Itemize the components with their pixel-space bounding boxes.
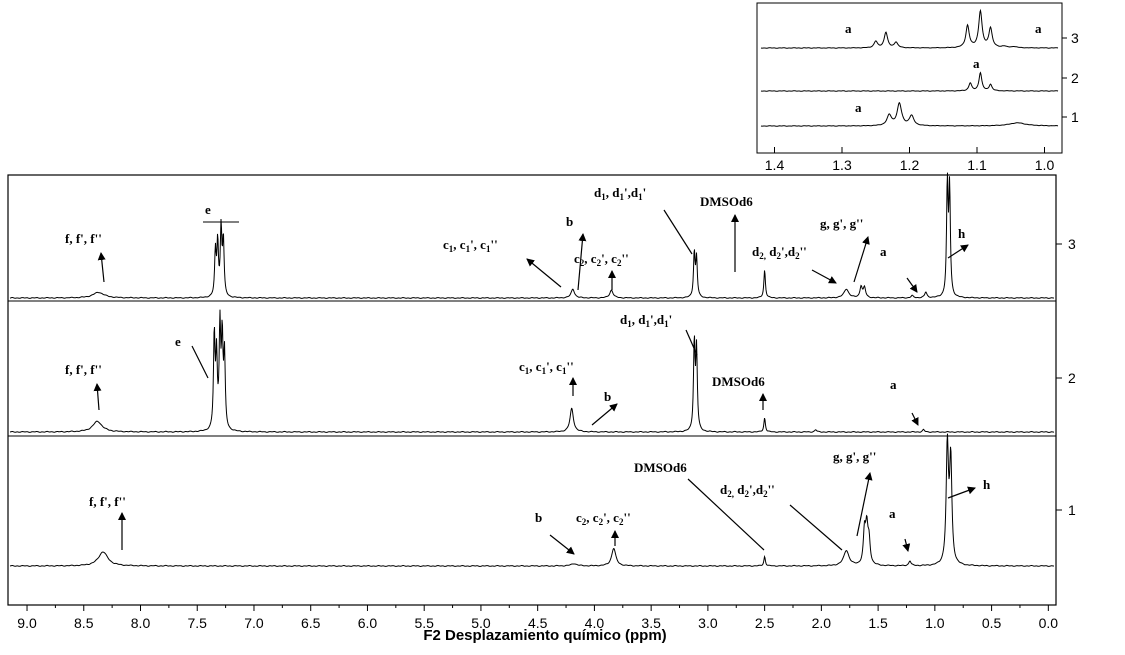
label-dmso-3: DMSOd6	[700, 194, 753, 209]
inset-number-label: 1	[1071, 109, 1079, 125]
x-tick-label: 4.5	[528, 615, 548, 631]
inset-annotations: a a a a	[845, 21, 1042, 115]
x-tick-label: 5.0	[471, 615, 491, 631]
label-c2-1: c2, c2', c2''	[576, 510, 631, 527]
spectrum-number-label: 2	[1068, 370, 1076, 386]
label-d2-1: d2, d2',d2''	[720, 482, 775, 499]
spectrum-number-label: 1	[1068, 502, 1076, 518]
x-tick-label: 5.5	[414, 615, 434, 631]
inset-x-tick-label: 1.2	[900, 157, 920, 173]
spectrum-trace-1	[9, 433, 1054, 568]
inset-trace-3	[760, 8, 1059, 49]
x-tick-label: 1.0	[925, 615, 945, 631]
inset-trace-1	[760, 101, 1059, 127]
x-tick-label: 3.0	[698, 615, 718, 631]
label-f-1: f, f', f''	[89, 494, 126, 509]
inset-x-tick-label: 1.0	[1035, 157, 1055, 173]
spectrum-number-labels: 1 2 3	[1056, 236, 1076, 518]
arrow-e-2	[191, 345, 209, 379]
arrow-a-2	[911, 412, 919, 426]
label-d2-3: d2, d2',d2''	[752, 244, 807, 261]
arrow-g-1	[856, 472, 873, 537]
label-dmso-2: DMSOd6	[712, 374, 765, 389]
x-tick-label: 6.0	[358, 615, 378, 631]
inset-number-label: 3	[1071, 30, 1079, 46]
label-h-1: h	[983, 477, 991, 492]
inset-traces	[760, 8, 1059, 127]
label-dmso-1: DMSOd6	[634, 460, 687, 475]
label-f-3: f, f', f''	[65, 231, 102, 246]
inset-number-label: 2	[1071, 70, 1079, 86]
arrow-d2-3	[811, 269, 837, 284]
label-c1-3: c1, c1', c1''	[443, 237, 498, 254]
label-f-2: f, f', f''	[65, 362, 102, 377]
x-tick-label: 4.0	[585, 615, 605, 631]
x-axis-ticks: 9.0 8.5 8.0 7.5 7.0 6.5 6.0 5.5 5.0 4.5 4.0 3.5 3.0 2…	[17, 605, 1058, 631]
arrow-f-3	[97, 252, 106, 283]
arrow-d1-3	[663, 209, 693, 255]
label-e-2: e	[175, 334, 181, 349]
inset-label-a-1: a	[855, 100, 862, 115]
inset-x-tick-label: 1.3	[832, 157, 852, 173]
label-b-2: b	[604, 389, 611, 404]
x-tick-label: 2.5	[755, 615, 775, 631]
x-axis-title: F2 Desplazamiento químico (ppm)	[423, 627, 666, 644]
arrow-b-2	[591, 403, 618, 426]
arrow-d2-1	[789, 504, 843, 551]
label-d1-2: d1, d1',d1'	[620, 312, 672, 329]
x-tick-label: 3.5	[641, 615, 661, 631]
label-c2-3: c2, c2', c2''	[574, 251, 629, 268]
arrow-a-3	[906, 277, 918, 293]
arrow-c1-3	[526, 258, 562, 288]
inset-label-a-3-left: a	[845, 21, 852, 36]
label-a-2: a	[890, 377, 897, 392]
arrow-b-3	[577, 233, 587, 291]
arrow-dmso-1	[687, 478, 765, 551]
label-a-3: a	[880, 244, 887, 259]
x-tick-label: 1.5	[868, 615, 888, 631]
label-c1-2: c1, c1', c1''	[519, 359, 574, 376]
label-b-3: b	[566, 214, 573, 229]
inset-x-tick-label: 1.1	[967, 157, 987, 173]
arrow-a-1	[902, 538, 911, 552]
arrow-h-3	[947, 244, 969, 259]
x-tick-label: 2.0	[812, 615, 832, 631]
annotations-spectrum-2: f, f', f'' e d1, d1',d1' c1, c1', c1'' b…	[65, 312, 919, 426]
arrow-b-1	[549, 534, 575, 555]
x-tick-label: 8.5	[74, 615, 94, 631]
inset-label-a-3-right: a	[1035, 21, 1042, 36]
x-tick-label: 8.0	[131, 615, 151, 631]
x-tick-label: 7.0	[244, 615, 264, 631]
label-d1-3: d1, d1',d1'	[594, 185, 646, 202]
x-tick-label: 7.5	[188, 615, 208, 631]
label-a-1: a	[889, 506, 896, 521]
inset-trace-2	[760, 71, 1059, 92]
main-plot-frame	[7, 174, 1057, 606]
spectrum-number-label: 3	[1068, 236, 1076, 252]
x-tick-label: 9.0	[17, 615, 37, 631]
label-b-1: b	[535, 510, 542, 525]
label-h-3: h	[958, 226, 966, 241]
spectrum-trace-3	[9, 172, 1054, 299]
spectrum-trace-2	[9, 309, 1055, 434]
arrow-g-3	[853, 236, 870, 283]
x-tick-label: 0.5	[982, 615, 1002, 631]
inset-number-labels: 1 2 3	[1062, 30, 1079, 125]
arrow-f-2	[93, 383, 102, 411]
x-tick-label: 0.0	[1039, 615, 1059, 631]
label-e-3: e	[205, 202, 211, 217]
label-g-1: g, g', g''	[833, 449, 876, 464]
arrow-h-1	[947, 486, 976, 499]
label-g-3: g, g', g''	[820, 216, 863, 231]
inset-x-axis-ticks: 1.4 1.3 1.2 1.1 1.0	[765, 147, 1055, 173]
annotations-spectrum-1: f, f', f'' b c2, c2', c2'' DMSOd6 d2, d2…	[89, 449, 991, 555]
inset-label-a-2: a	[973, 56, 980, 71]
arrow-d1-2	[685, 329, 698, 356]
x-tick-label: 6.5	[301, 615, 321, 631]
inset-x-tick-label: 1.4	[765, 157, 785, 173]
annotations-spectrum-3: f, f', f'' e c1, c1', c1'' b c2, c2', c2…	[65, 185, 969, 293]
main-traces	[9, 172, 1055, 568]
